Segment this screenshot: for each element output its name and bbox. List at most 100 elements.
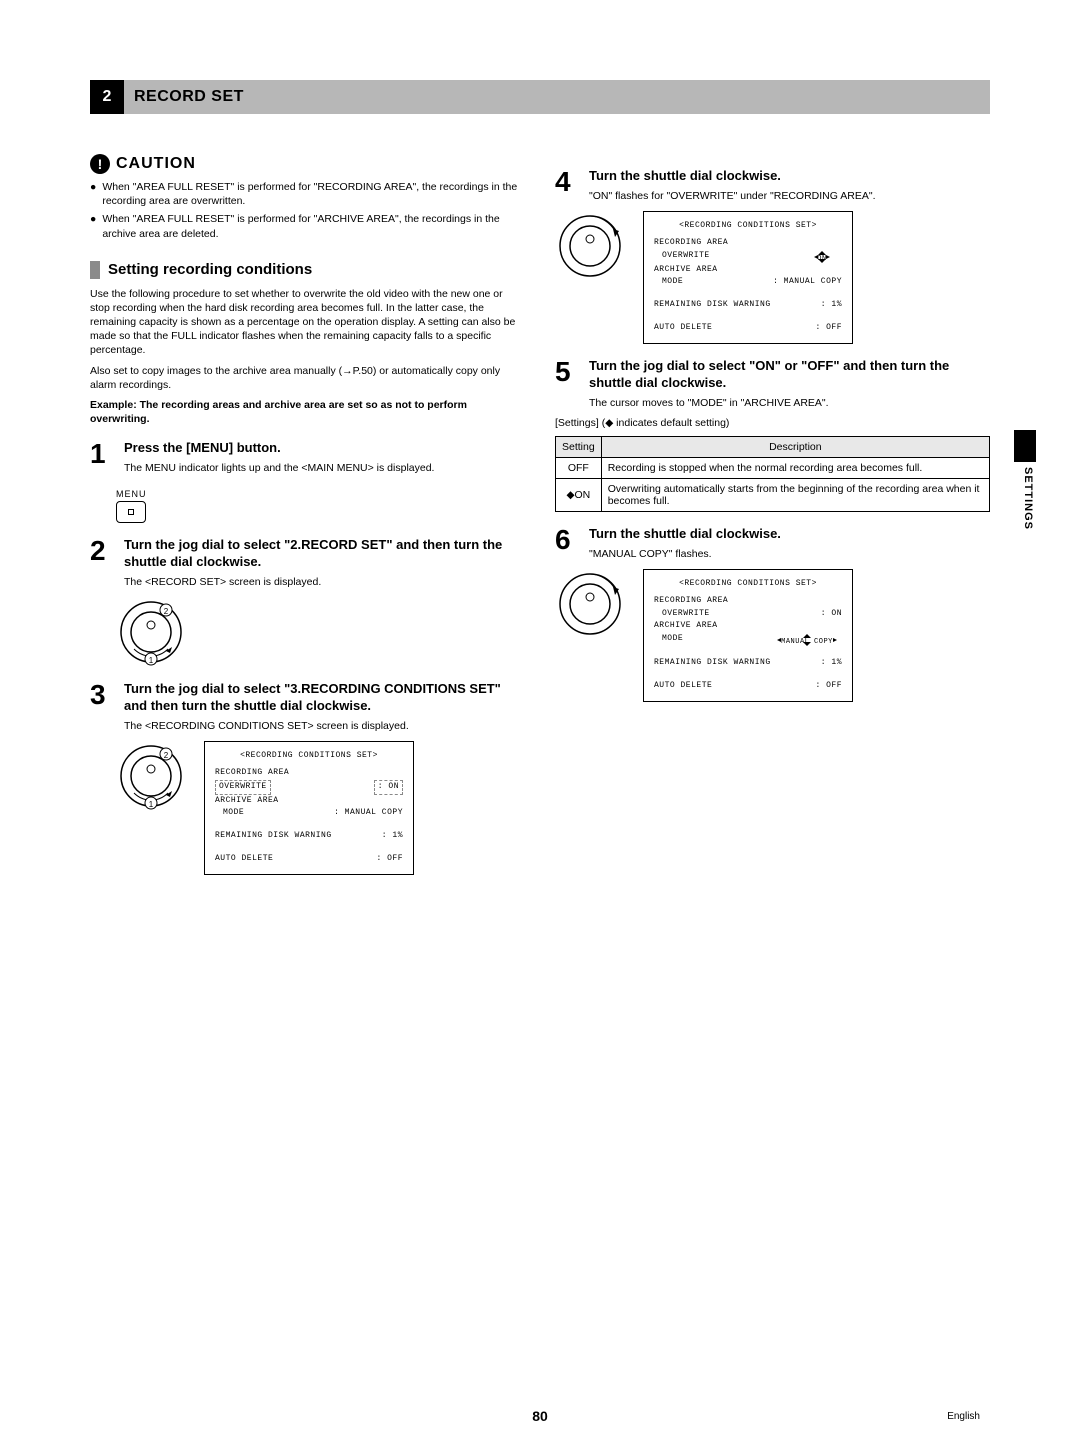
screen-line: OVERWRITE [654,608,710,621]
svg-text:2: 2 [164,607,169,616]
step-heading: Press the [MENU] button. [124,440,525,457]
selection-arrows-icon: MANUAL COPY [772,633,842,647]
screen-value: : 1% [821,657,842,670]
caution-bullet: ● When "AREA FULL RESET" is performed fo… [90,180,525,208]
table-row: OFF Recording is stopped when the normal… [556,457,990,478]
screen-line-highlighted: OVERWRITE [215,780,271,795]
table-header-row: Setting Description [556,436,990,457]
screen-line: REMAINING DISK WARNING [654,299,771,312]
screen-value: : OFF [815,680,842,693]
section-bar-icon [90,261,100,279]
screen-line: ARCHIVE AREA [215,795,279,808]
title-text: RECORD SET [134,88,244,106]
step-heading: Turn the jog dial to select "3.RECORDING… [124,681,525,715]
dial-screen-row: <RECORDING CONDITIONS SET> RECORDING ARE… [555,211,990,344]
screen-line: ARCHIVE AREA [654,620,718,633]
menu-label: MENU [116,489,147,499]
selection-arrows-icon: ON [802,250,842,264]
dial-illustration: 2 1 [116,597,525,667]
screen-value-selected: ON [802,250,842,264]
step-heading: Turn the shuttle dial clockwise. [589,168,990,185]
step-description: The cursor moves to "MODE" in "ARCHIVE A… [589,396,990,410]
svg-text:MANUAL COPY: MANUAL COPY [781,638,833,646]
screen-line: AUTO DELETE [654,680,712,693]
screen-line: ARCHIVE AREA [654,264,718,277]
step-body: Turn the jog dial to select "3.RECORDING… [124,681,525,733]
columns: ! CAUTION ● When "AREA FULL RESET" is pe… [90,154,990,881]
screen-value: : MANUAL COPY [773,276,842,289]
step-description: "ON" flashes for "OVERWRITE" under "RECO… [589,189,990,203]
dial-icon: 2 1 [116,597,186,667]
section-header: Setting recording conditions [90,261,525,279]
screen-line: AUTO DELETE [215,853,273,866]
screen-line: REMAINING DISK WARNING [654,657,771,670]
screen-panel: <RECORDING CONDITIONS SET> RECORDING ARE… [643,569,853,702]
intro-paragraph: Also set to copy images to the archive a… [90,364,525,392]
step-body: Press the [MENU] button. The MENU indica… [124,440,525,475]
menu-button-icon [116,501,146,523]
page-number: 80 [0,1408,1080,1424]
svg-text:1: 1 [149,656,154,665]
step: 1 Press the [MENU] button. The MENU indi… [90,440,525,475]
screen-line: MODE [654,276,683,289]
page: 2 RECORD SET ! CAUTION ● When "AREA FULL… [0,0,1080,1454]
step-description: The <RECORD SET> screen is displayed. [124,575,525,589]
step-body: Turn the shuttle dial clockwise. "MANUAL… [589,526,990,561]
caution-bullet: ● When "AREA FULL RESET" is performed fo… [90,212,525,240]
step-description: "MANUAL COPY" flashes. [589,547,990,561]
bullet-icon: ● [90,212,96,240]
step-heading: Turn the jog dial to select "ON" or "OFF… [589,358,990,392]
caution-label: CAUTION [116,155,196,173]
shuttle-dial-icon [555,211,625,281]
table-cell: Overwriting automatically starts from th… [601,478,989,511]
screen-line: RECORDING AREA [215,767,289,780]
screen-value: : ON [374,780,403,795]
step: 3 Turn the jog dial to select "3.RECORDI… [90,681,525,733]
step: 2 Turn the jog dial to select "2.RECORD … [90,537,525,589]
screen-value: : 1% [382,830,403,843]
screen-value: : ON [821,608,842,621]
settings-table: Setting Description OFF Recording is sto… [555,436,990,512]
step-number: 1 [90,440,114,475]
screen-value: : OFF [815,322,842,335]
step-number: 5 [555,358,579,410]
screen-line: MODE [215,807,244,820]
screen-value: : 1% [821,299,842,312]
title-number: 2 [90,80,124,114]
sidebar-tab [1014,430,1036,462]
table-cell: Recording is stopped when the normal rec… [601,457,989,478]
sidebar-label: SETTINGS [1022,467,1034,530]
step: 4 Turn the shuttle dial clockwise. "ON" … [555,168,990,203]
table-cell: ◆ON [556,478,602,511]
title-bar: 2 RECORD SET [90,80,990,114]
step-number: 6 [555,526,579,561]
language-label: English [947,1411,980,1422]
settings-note: [Settings] (◆ indicates default setting) [555,416,990,430]
table-cell: OFF [556,457,602,478]
dial-screen-row: 2 1 <RECORDING CONDITIONS SET> RECORDING… [116,741,525,875]
screen-value: : OFF [376,853,403,866]
step: 5 Turn the jog dial to select "ON" or "O… [555,358,990,410]
step-description: The MENU indicator lights up and the <MA… [124,461,525,475]
screen-panel: <RECORDING CONDITIONS SET> RECORDING ARE… [643,211,853,344]
step-heading: Turn the shuttle dial clockwise. [589,526,990,543]
caution-header: ! CAUTION [90,154,525,174]
screen-value: : MANUAL COPY [334,807,403,820]
menu-button-illustration: MENU [116,489,147,523]
step-number: 2 [90,537,114,589]
screen-line: AUTO DELETE [654,322,712,335]
section-title: Setting recording conditions [108,261,312,278]
screen-line: RECORDING AREA [654,595,728,608]
dial-screen-row: <RECORDING CONDITIONS SET> RECORDING ARE… [555,569,990,702]
example-paragraph: Example: The recording areas and archive… [90,398,525,426]
screen-line: OVERWRITE [654,250,710,264]
step-number: 4 [555,168,579,203]
step-heading: Turn the jog dial to select "2.RECORD SE… [124,537,525,571]
left-column: ! CAUTION ● When "AREA FULL RESET" is pe… [90,154,525,881]
table-row: ◆ON Overwriting automatically starts fro… [556,478,990,511]
screen-title: <RECORDING CONDITIONS SET> [215,750,403,763]
screen-line: MODE [654,633,683,647]
screen-line: RECORDING AREA [654,237,728,250]
step-body: Turn the jog dial to select "2.RECORD SE… [124,537,525,589]
screen-title: <RECORDING CONDITIONS SET> [654,578,842,591]
